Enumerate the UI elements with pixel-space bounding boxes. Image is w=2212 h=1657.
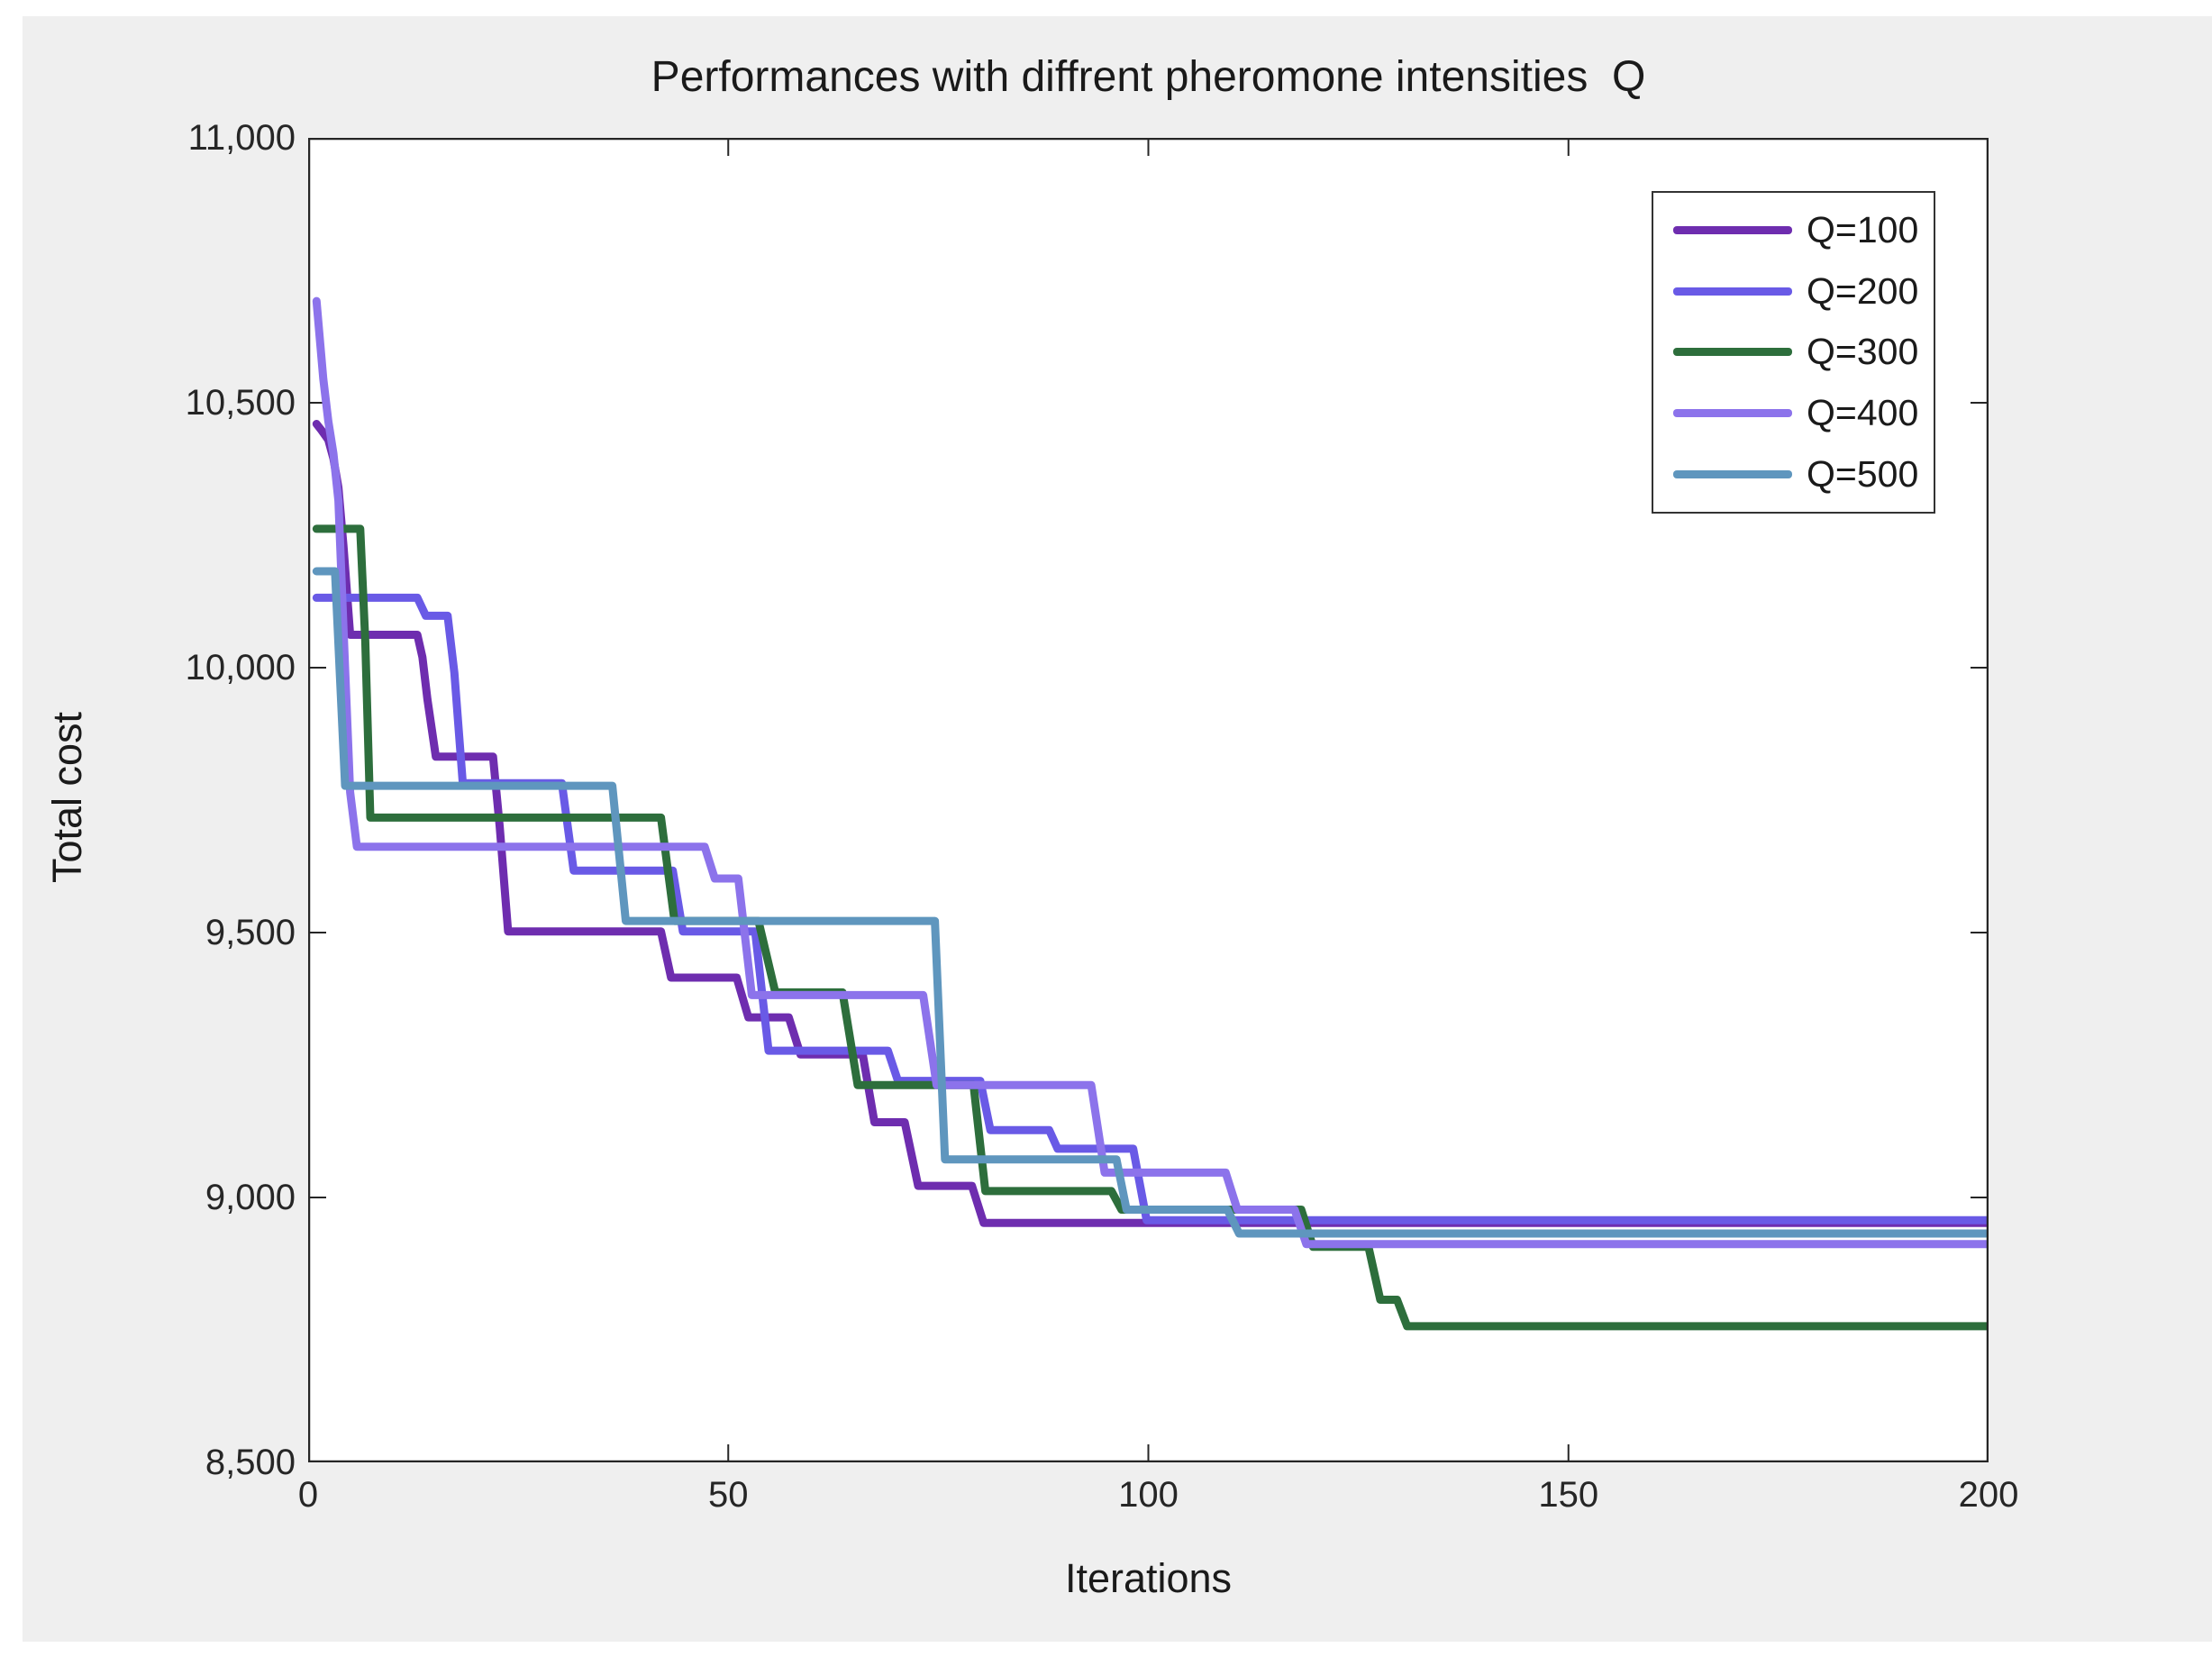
- y-tick-label: 10,500: [185, 383, 296, 423]
- legend-label: Q=500: [1807, 452, 1919, 495]
- chart-title: Performances with diffrent pheromone int…: [651, 53, 1646, 101]
- axes-box: [308, 138, 1989, 1462]
- figure-canvas: Performances with diffrent pheromone int…: [23, 16, 2212, 1642]
- legend-line-swatch: [1673, 226, 1792, 235]
- series-line-Q=200: [312, 593, 1989, 1225]
- legend-label: Q=400: [1807, 392, 1919, 434]
- legend-item-q400: Q=400: [1653, 392, 1934, 434]
- x-axis-label: Iterations: [1064, 1555, 1233, 1601]
- y-tick-label: 9,500: [205, 913, 296, 952]
- x-tick-label: 50: [708, 1475, 749, 1515]
- legend-line-swatch: [1673, 348, 1792, 357]
- legend-item-q300: Q=300: [1653, 331, 1934, 373]
- series-line-Q=400: [312, 296, 1989, 1249]
- x-tick-label: 100: [1118, 1475, 1179, 1515]
- y-axis-label: Total cost: [44, 711, 90, 884]
- legend-line-swatch: [1673, 409, 1792, 418]
- legend-line-swatch: [1673, 287, 1792, 296]
- y-tick-label: 11,000: [187, 118, 296, 158]
- series-line-Q=500: [312, 567, 1989, 1238]
- legend-line-swatch: [1673, 469, 1792, 478]
- y-tick-label: 10,000: [185, 648, 296, 687]
- x-tick-label: 200: [1958, 1475, 2019, 1515]
- legend: Q=100 Q=200 Q=300 Q=400 Q=500: [1652, 191, 1935, 514]
- legend-item-q100: Q=100: [1653, 209, 1934, 251]
- legend-item-q200: Q=200: [1653, 270, 1934, 313]
- legend-item-q500: Q=500: [1653, 453, 1934, 496]
- legend-label: Q=300: [1807, 331, 1919, 373]
- legend-label: Q=100: [1807, 209, 1919, 251]
- y-tick-label: 9,000: [205, 1178, 296, 1217]
- legend-label: Q=200: [1807, 269, 1919, 312]
- y-tick-label: 8,500: [205, 1443, 296, 1482]
- x-tick-label: 150: [1538, 1475, 1599, 1515]
- x-tick-label: 0: [297, 1475, 319, 1515]
